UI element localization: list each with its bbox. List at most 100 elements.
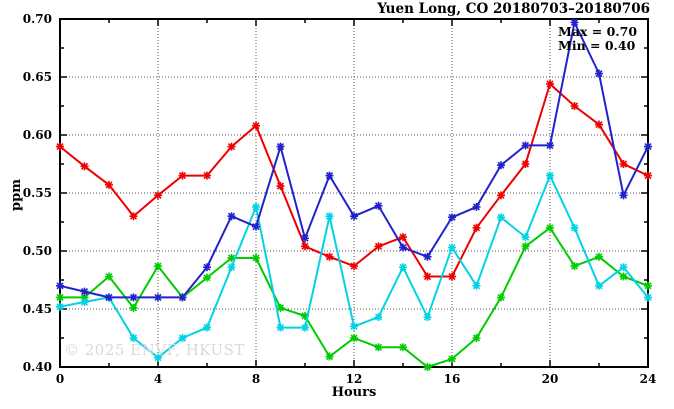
co-red-marker [178, 171, 187, 180]
x-tick-label: 4 [154, 372, 162, 386]
co-blue-marker [423, 252, 432, 261]
co-green-marker [276, 303, 285, 312]
co-cyan-marker [80, 298, 89, 307]
co-green-marker [129, 303, 138, 312]
minmax-annotation: Max = 0.70 Min = 0.40 [558, 25, 637, 52]
co-cyan-marker [350, 322, 358, 331]
co-red-marker [423, 272, 432, 281]
co-cyan-marker [129, 334, 138, 342]
co-cyan-marker [423, 313, 432, 322]
co-cyan-marker [472, 281, 481, 290]
co-red-marker [203, 171, 211, 180]
co-blue-marker [276, 142, 285, 151]
co-red-marker [80, 162, 89, 171]
min-annotation: Min = 0.40 [558, 37, 636, 53]
co-blue-marker [129, 293, 138, 302]
co-green-marker [595, 252, 603, 261]
co-cyan-marker [521, 233, 530, 242]
co-cyan-marker [276, 323, 285, 332]
co-green-marker [497, 293, 505, 302]
co-blue-marker [497, 161, 505, 170]
co-cyan-marker [374, 313, 383, 322]
co-green-marker [227, 253, 236, 262]
co-red-marker [570, 102, 579, 110]
max-annotation: Max = 0.70 [558, 24, 638, 39]
co-red-marker [129, 212, 138, 221]
co-cyan-marker [644, 293, 652, 302]
plot-border [59, 18, 649, 368]
co-blue-marker [521, 141, 530, 150]
co-cyan-marker [203, 323, 211, 332]
co-green-marker [472, 334, 481, 342]
co-blue-marker [448, 213, 456, 222]
co-red-marker [252, 121, 260, 130]
x-tick-label: 8 [252, 372, 260, 386]
y-tick-label: 0.70 [23, 12, 52, 26]
co-green-marker [546, 223, 554, 232]
chart-title: Yuen Long, CO 20180703–20180706 [377, 1, 650, 17]
co-green-marker [56, 293, 64, 302]
x-tick-label: 24 [640, 372, 657, 386]
co-red-marker [325, 252, 334, 261]
co-green-marker [350, 334, 358, 342]
co-cyan-marker [178, 334, 187, 342]
co-cyan-marker [154, 353, 162, 362]
y-tick-label: 0.65 [23, 70, 52, 84]
co-red-marker [276, 182, 285, 191]
co-green-marker [301, 311, 309, 320]
watermark: © 2025 ENVF, HKUST [64, 341, 245, 359]
co-blue-marker [325, 171, 334, 180]
co-red-marker [56, 142, 64, 151]
co-blue-marker [472, 202, 481, 211]
x-tick-label: 20 [542, 372, 559, 386]
co-green-marker [423, 363, 432, 371]
co-red-marker [374, 242, 383, 251]
co-blue-marker [546, 141, 554, 150]
co-red-marker [546, 79, 554, 88]
x-tick-label: 0 [56, 372, 64, 386]
co-blue-marker [80, 287, 89, 296]
co-cyan-marker [497, 213, 505, 222]
co-blue-marker [154, 293, 162, 302]
co-blue-marker [178, 293, 187, 302]
y-axis-label: ppm [9, 179, 24, 211]
x-axis-label: Hours [331, 385, 377, 400]
co-blue-marker [595, 69, 603, 78]
co-red-marker [399, 233, 407, 242]
co-cyan-marker [56, 302, 64, 311]
co-cyan-marker [325, 212, 334, 221]
x-tick-label: 12 [346, 372, 363, 386]
co-red-marker [521, 160, 530, 168]
co-red-marker [497, 191, 505, 200]
co-cyan-marker [595, 281, 603, 290]
co-green-marker [644, 281, 652, 290]
co-red-marker [472, 223, 481, 232]
co-red-marker [595, 120, 603, 129]
co-blue-marker [56, 281, 64, 290]
co-cyan-marker [619, 263, 628, 272]
co-red-marker [105, 180, 113, 189]
co-blue-marker [301, 234, 309, 243]
co-red-marker [154, 191, 162, 200]
y-tick-label: 0.60 [23, 128, 52, 142]
co-green-marker [80, 293, 89, 302]
co-green-marker [448, 354, 456, 363]
co-cyan-marker [546, 171, 554, 180]
co-green-marker [203, 273, 211, 282]
y-tick-label: 0.50 [23, 244, 52, 258]
co-blue-marker [399, 243, 407, 252]
co-green-marker [570, 262, 579, 271]
co-blue-marker [227, 212, 236, 221]
co-blue-marker [619, 191, 628, 200]
co-green-marker [374, 343, 383, 352]
co-green-marker [105, 272, 113, 281]
co-red-marker [350, 262, 358, 271]
co-green-marker [399, 343, 407, 352]
co-green-marker [252, 253, 260, 262]
co-red-marker [619, 160, 628, 168]
co-green-marker [619, 272, 628, 281]
co-red-marker [448, 272, 456, 281]
co-blue-marker [374, 201, 383, 210]
